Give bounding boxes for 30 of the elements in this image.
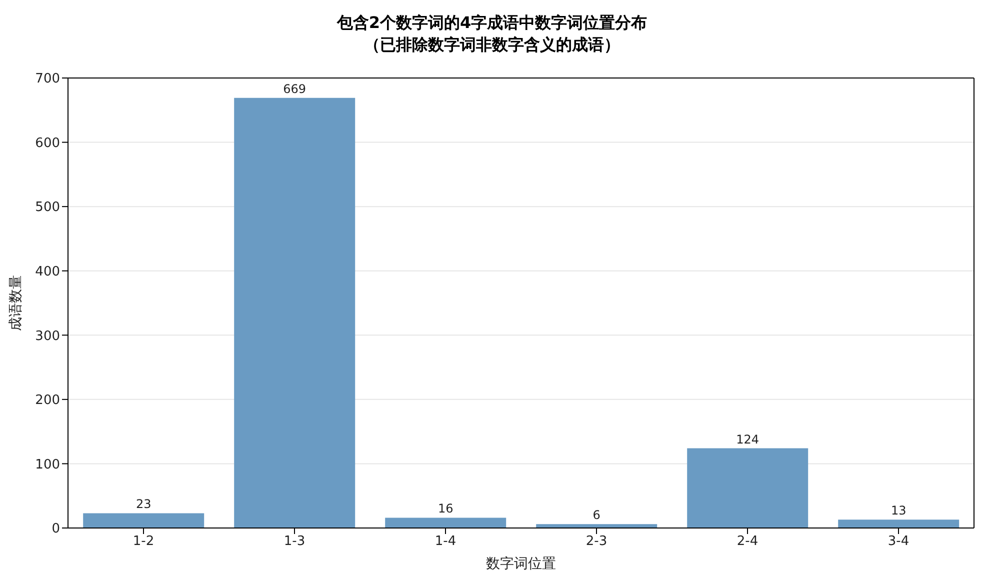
data-label: 16 — [438, 502, 454, 516]
data-label: 124 — [736, 432, 760, 446]
y-tick-label: 700 — [35, 72, 60, 87]
x-tick-label: 1-3 — [284, 534, 306, 550]
data-label: 6 — [592, 508, 600, 522]
bar — [234, 98, 356, 528]
x-tick-label: 1-2 — [132, 534, 154, 550]
data-label: 23 — [136, 497, 152, 512]
y-tick-label: 100 — [35, 457, 60, 472]
bar — [838, 520, 960, 528]
x-axis-title: 数字词位置 — [486, 556, 556, 572]
y-tick-label: 500 — [35, 200, 60, 216]
data-label: 13 — [890, 504, 906, 518]
chart-subtitle: （已排除数字词非数字含义的成语） — [363, 34, 621, 56]
x-tick-label: 3-4 — [888, 534, 910, 550]
chart-title: 包含2个数字词的4字成语中数字词位置分布 — [336, 12, 648, 34]
x-tick-label: 2-4 — [736, 534, 758, 550]
bar — [687, 448, 808, 528]
y-tick-label: 300 — [35, 328, 60, 344]
bar — [385, 518, 506, 528]
y-tick-label: 200 — [35, 393, 60, 408]
x-tick-label: 2-3 — [586, 534, 608, 550]
y-tick-label: 400 — [35, 264, 60, 280]
bar — [536, 524, 658, 528]
bar — [83, 513, 204, 528]
y-tick-label: 0 — [52, 522, 60, 537]
x-tick-label: 1-4 — [434, 534, 456, 550]
y-axis-title: 成语数量 — [8, 275, 24, 331]
data-label: 669 — [283, 82, 306, 96]
y-tick-label: 600 — [35, 136, 60, 151]
